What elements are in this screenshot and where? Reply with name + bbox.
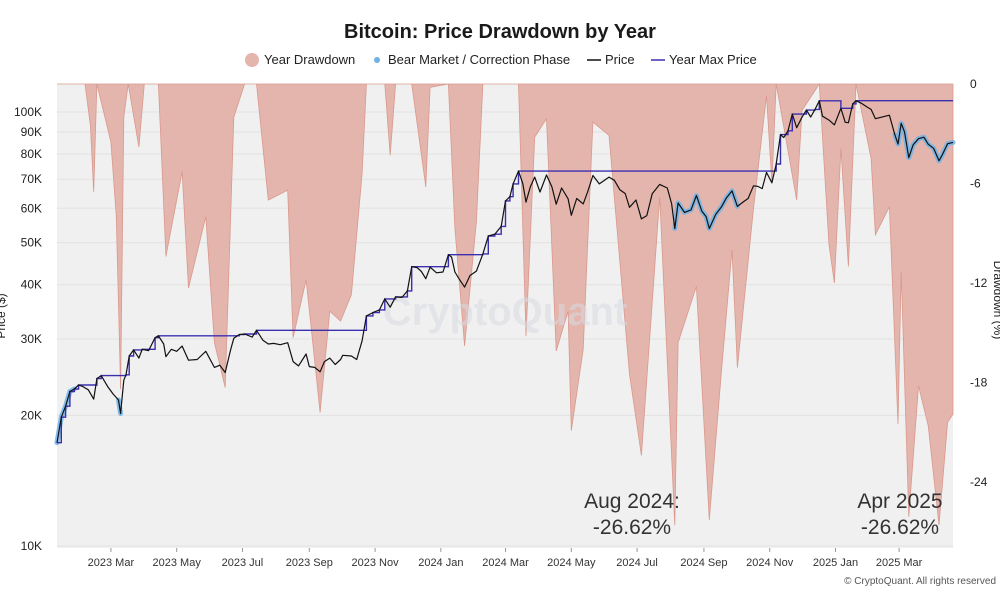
legend-price-label: Price xyxy=(605,52,635,67)
chart-title: Bitcoin: Price Drawdown by Year xyxy=(344,21,656,43)
x-tick-label: 2024 Sep xyxy=(680,557,727,569)
price-line xyxy=(56,100,954,443)
left-tick-label: 100K xyxy=(14,105,42,119)
x-tick-label: 2024 Jan xyxy=(418,557,463,569)
legend-max-label: Year Max Price xyxy=(669,52,757,67)
x-tick-label: 2024 Nov xyxy=(746,557,794,569)
right-tick-label: 0 xyxy=(970,77,977,91)
right-tick-label: -18 xyxy=(970,376,988,390)
left-axis-ticks: 100K 90K 80K 70K 60K 50K 40K 30K 20K 10K xyxy=(14,105,42,553)
right-tick-label: -24 xyxy=(970,475,988,489)
right-axis-label: Drawdown (%) xyxy=(991,261,1000,340)
left-tick-label: 80K xyxy=(21,147,42,161)
x-tick-label: 2023 Sep xyxy=(286,557,333,569)
x-tick-label: 2023 May xyxy=(153,557,202,569)
right-tick-label: -12 xyxy=(970,276,988,290)
left-tick-label: 90K xyxy=(21,125,42,139)
legend: Year Drawdown Bear Market / Correction P… xyxy=(245,52,757,67)
left-tick-label: 30K xyxy=(21,332,42,346)
left-tick-label: 10K xyxy=(21,539,42,553)
annotation-aug-2024-date: Aug 2024: xyxy=(584,490,680,513)
legend-drawdown-label: Year Drawdown xyxy=(264,52,355,67)
x-tick-label: 2023 Jul xyxy=(222,557,264,569)
copyright-credit: © CryptoQuant. All rights reserved xyxy=(844,576,996,587)
legend-bear-swatch xyxy=(374,57,380,63)
x-tick-label: 2023 Mar xyxy=(88,557,135,569)
left-tick-label: 70K xyxy=(21,172,42,186)
left-tick-label: 60K xyxy=(21,201,42,215)
x-tick-label: 2024 Mar xyxy=(482,557,529,569)
x-tick-label: 2025 Mar xyxy=(876,557,923,569)
x-tick-label: 2025 Jan xyxy=(813,557,858,569)
x-tick-label: 2024 May xyxy=(547,557,596,569)
left-tick-label: 40K xyxy=(21,278,42,292)
annotation-apr-2025-value: -26.62% xyxy=(861,516,939,539)
x-tick-label: 2023 Nov xyxy=(352,557,400,569)
left-tick-label: 50K xyxy=(21,236,42,250)
left-axis-label: Price ($) xyxy=(0,293,8,338)
legend-drawdown-swatch xyxy=(245,53,259,67)
legend-bear-label: Bear Market / Correction Phase xyxy=(388,52,570,67)
annotation-apr-2025-date: Apr 2025 xyxy=(857,490,942,513)
left-tick-label: 20K xyxy=(21,408,42,422)
x-axis-ticks: 2023 Mar 2023 May 2023 Jul 2023 Sep 2023 Nov… xyxy=(88,548,923,569)
price-path xyxy=(56,100,954,443)
annotation-aug-2024-value: -26.62% xyxy=(593,516,671,539)
right-tick-label: -6 xyxy=(970,177,981,191)
watermark: CryptoQuant xyxy=(383,290,627,334)
x-tick-label: 2024 Jul xyxy=(616,557,658,569)
annotations: Aug 2024: -26.62% Apr 2025 -26.62% xyxy=(584,490,943,539)
right-axis-ticks: 0 -6 -12 -18 -24 xyxy=(970,77,988,489)
